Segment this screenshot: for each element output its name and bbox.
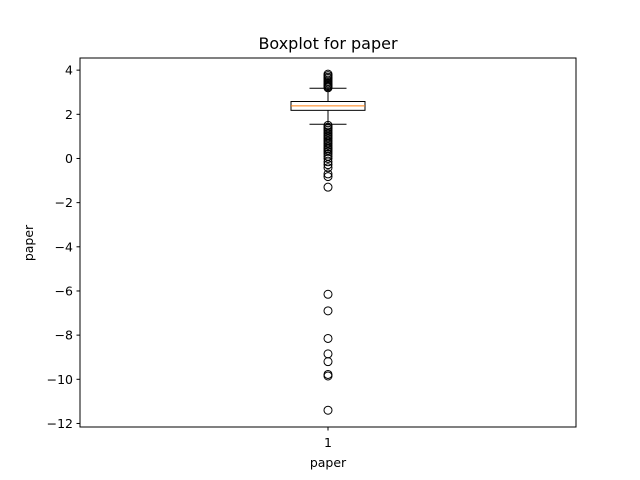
x-axis-label: paper: [310, 455, 347, 470]
outlier-point: [323, 163, 333, 173]
y-tick-label: −4: [55, 239, 73, 254]
outlier-point: [323, 289, 333, 299]
y-tick-label: −10: [47, 372, 73, 387]
outlier-point: [323, 83, 333, 93]
outlier-point: [323, 333, 333, 343]
outlier-point: [323, 169, 333, 179]
y-tick-label: −6: [55, 283, 73, 298]
y-tick-label: 0: [65, 151, 73, 166]
outlier-point: [323, 306, 333, 316]
y-tick-label: −8: [55, 328, 73, 343]
x-tick-label: 1: [324, 435, 332, 450]
outlier-point: [323, 357, 333, 367]
outlier-point: [323, 147, 333, 157]
outlier-point: [323, 153, 333, 163]
y-axis-label: paper: [21, 224, 36, 261]
outlier-point: [323, 157, 333, 167]
chart-title: Boxplot for paper: [258, 34, 398, 53]
y-tick-label: 4: [65, 63, 73, 78]
plot-area: [290, 69, 366, 415]
outlier-point: [323, 172, 333, 182]
y-tick-label: −12: [47, 416, 73, 431]
outlier-point: [323, 405, 333, 415]
y-tick-label: −2: [55, 195, 73, 210]
outlier-point: [323, 160, 333, 170]
outlier-point: [323, 371, 333, 381]
outlier-point: [323, 182, 333, 192]
y-tick-label: 2: [65, 107, 73, 122]
